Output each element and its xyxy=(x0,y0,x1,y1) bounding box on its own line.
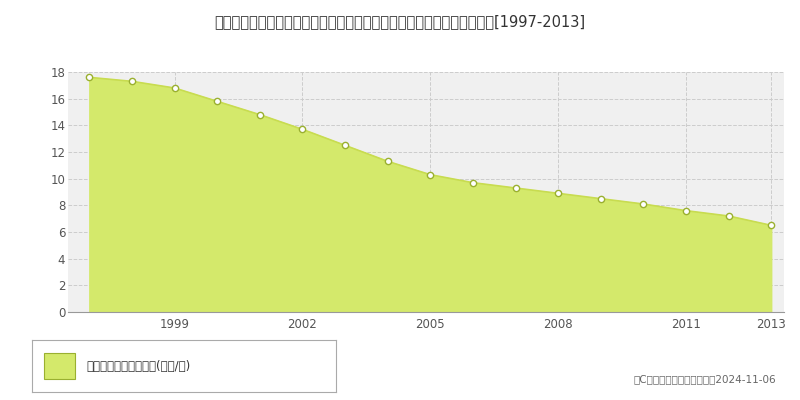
Text: （C）土地価格ドットコム　2024-11-06: （C）土地価格ドットコム 2024-11-06 xyxy=(634,374,776,384)
Bar xyxy=(44,353,74,379)
Text: 長野県上水内郡信濃町大字柏原字役屋敷６０番１　公示地価　地価推移[1997-2013]: 長野県上水内郡信濃町大字柏原字役屋敷６０番１ 公示地価 地価推移[1997-20… xyxy=(214,14,586,29)
Text: 公示地価　平均坪単価(万円/坪): 公示地価 平均坪単価(万円/坪) xyxy=(86,360,191,372)
